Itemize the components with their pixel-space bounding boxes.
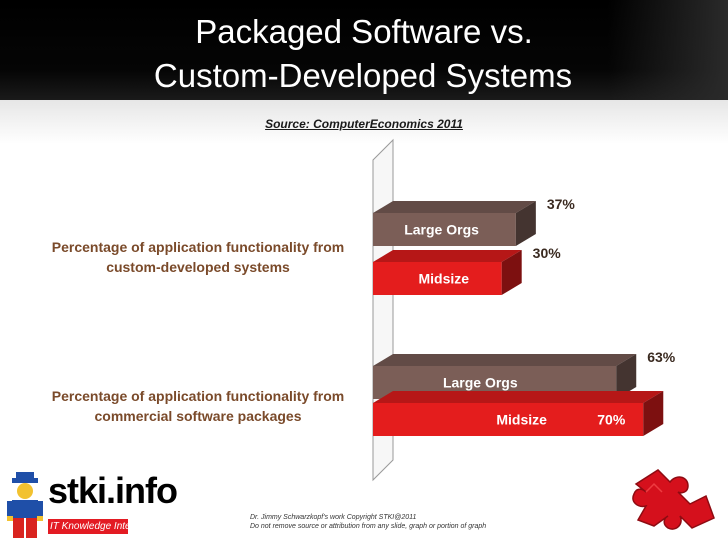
bar-top-face-1-1 (373, 391, 664, 403)
bar-side-face-0-1 (616, 354, 637, 399)
category-label-custom: Percentage of application functionality … (28, 237, 368, 277)
stki-logo: stki.info IT Knowledge Integrators (4, 470, 184, 540)
lego-figure-icon (7, 472, 43, 538)
bar-large-orgs-0 (373, 213, 516, 246)
bar-side-face-1-0 (501, 250, 522, 295)
slide-title-line-1: Packaged Software vs. (195, 13, 533, 50)
slide-title-line-2: Custom-Developed Systems (153, 57, 573, 94)
bar-value-label-1-1: 70% (597, 412, 626, 428)
copyright-line-1: Dr. Jimmy Schwarzkopf's work Copyright S… (250, 514, 417, 521)
logo-tagline: IT Knowledge Integrators (48, 519, 162, 534)
bar-top-face-1-0 (373, 250, 522, 262)
puzzle-piece-icon (632, 469, 715, 530)
chart-bars (373, 201, 664, 436)
bar-value-label-0-1: 63% (647, 349, 676, 365)
source-label: Source: ComputerEconomics 2011 (265, 117, 463, 131)
bar-side-face-1-1 (643, 391, 664, 436)
bar-top-face-0-0 (373, 201, 536, 213)
subtitle-strip (0, 100, 728, 144)
bar-series-label-1-0: Midsize (418, 271, 469, 287)
bar-top-face-0-1 (373, 354, 637, 366)
bar-series-label-0-0: Large Orgs (404, 222, 479, 238)
bar-side-face-0-0 (515, 201, 536, 246)
title-band (0, 0, 728, 100)
category-label-custom-line-1: Percentage of application functionality … (51, 239, 345, 255)
category-label-custom-line-2: custom-developed systems (106, 259, 290, 275)
bar-series-label-0-1: Large Orgs (443, 375, 518, 391)
category-label-packaged: Percentage of application functionality … (28, 386, 368, 426)
bar-value-label-0-0: 37% (547, 196, 576, 212)
category-label-packaged-line-2: commercial software packages (94, 408, 302, 424)
logo-text: stki.info (48, 470, 178, 511)
copyright-line-2: Do not remove source or attribution from… (250, 523, 487, 530)
chart-labels: Large Orgs 37% Large Orgs 63% Midsize 30% Mids… (404, 196, 676, 428)
bar-series-label-1-1: Midsize (496, 412, 547, 428)
copyright-note: Dr. Jimmy Schwarzkopf's work Copyright S… (250, 513, 550, 531)
bar-midsize-1 (373, 403, 644, 436)
bar-value-label-1-0: 30% (533, 245, 562, 261)
title-band-fade (608, 0, 728, 100)
category-label-packaged-line-1: Percentage of application functionality … (51, 388, 345, 404)
bar-midsize-0 (373, 262, 502, 295)
